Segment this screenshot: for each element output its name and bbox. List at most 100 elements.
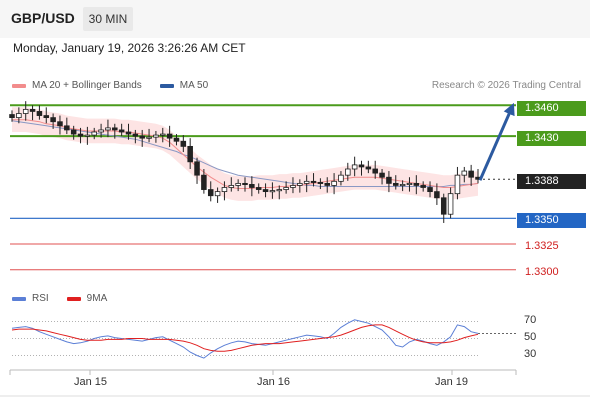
candle-body xyxy=(70,129,77,135)
forecast-arrow-layer xyxy=(478,102,515,181)
candle-body xyxy=(235,182,241,186)
candle-body xyxy=(139,135,145,139)
candle-body xyxy=(173,137,180,142)
candle-body xyxy=(351,164,358,170)
candle-body xyxy=(393,182,399,186)
x-label-jan15: Jan 15 xyxy=(74,376,108,388)
candle-body xyxy=(303,180,310,184)
timeframe-button[interactable]: 30 MIN xyxy=(83,7,133,31)
candle-body xyxy=(249,184,255,188)
candle-body xyxy=(91,131,97,136)
candle-body xyxy=(84,134,91,137)
symbol-title: GBP/USD xyxy=(11,10,75,26)
level-r1-label: 1.3430 xyxy=(517,131,586,146)
candle-body xyxy=(118,129,125,133)
ma20-legend-label: MA 20 + Bollinger Bands xyxy=(32,80,142,91)
level-s1-label: 1.3350 xyxy=(517,213,586,228)
candle-body xyxy=(166,133,173,139)
candle-body xyxy=(447,193,454,215)
time-axis-layer xyxy=(0,369,590,397)
candle-body xyxy=(36,111,43,116)
candle-body xyxy=(98,129,104,133)
candle-body xyxy=(125,131,132,135)
candle-body xyxy=(160,133,166,136)
candle-body xyxy=(132,133,139,137)
candle-body xyxy=(255,187,262,190)
candle-body xyxy=(427,187,433,193)
candle-body xyxy=(317,181,324,184)
candle-body xyxy=(112,127,118,131)
candle-body xyxy=(262,189,269,193)
candle-body xyxy=(461,170,468,176)
timestamp: Monday, January 19, 2026 3:26:26 AM CET xyxy=(13,41,246,55)
candle-body xyxy=(276,189,283,192)
candle-body xyxy=(331,180,337,186)
candle-body xyxy=(297,182,303,186)
candle-body xyxy=(242,182,248,185)
ma50-line xyxy=(11,120,479,187)
header-bar: GBP/USD 30 MIN xyxy=(0,0,590,38)
candle-body xyxy=(214,191,221,197)
candle-body xyxy=(358,164,365,168)
research-credit: Research © 2026 Trading Central xyxy=(431,80,581,91)
candle-body xyxy=(379,172,385,178)
candle-body xyxy=(386,176,392,184)
candle-body xyxy=(399,184,406,187)
forecast-arrow xyxy=(478,102,515,181)
candle-body xyxy=(77,133,84,137)
candle-body xyxy=(9,114,15,119)
candle-body xyxy=(372,168,378,174)
last-price-label: 1.3388 xyxy=(517,174,586,189)
candle-body xyxy=(454,174,461,195)
candle-body xyxy=(153,134,159,138)
rsi-ma-line xyxy=(11,324,479,352)
level-r2-label: 1.3460 xyxy=(517,101,586,116)
x-label-jan19: Jan 19 xyxy=(435,376,469,388)
candle-body xyxy=(290,185,296,188)
candle-body xyxy=(338,174,344,182)
candle-body xyxy=(221,187,228,193)
candle-body xyxy=(187,145,193,163)
candle-body xyxy=(413,182,420,186)
rsi-tick-70: 70 xyxy=(524,314,537,326)
candle-body xyxy=(345,168,351,176)
candle-body xyxy=(207,189,214,197)
candle-body xyxy=(50,117,56,123)
rsi-ma-swatch xyxy=(66,296,81,301)
rsi-legend: RSI 9MA xyxy=(12,293,107,304)
level-s2-label: 1.3325 xyxy=(525,240,559,252)
candle-body xyxy=(57,121,63,127)
rsi-swatch xyxy=(12,296,26,301)
rsi-layer xyxy=(11,319,516,359)
candle-body xyxy=(406,182,413,185)
candle-body xyxy=(201,174,207,190)
candle-body xyxy=(64,125,70,131)
candles-layer xyxy=(9,101,481,223)
rsi-tick-30: 30 xyxy=(524,348,537,360)
candle-body xyxy=(194,161,200,176)
candle-body xyxy=(310,180,317,183)
candle-body xyxy=(365,166,372,170)
candle-body xyxy=(16,113,22,119)
candle-body xyxy=(440,197,447,215)
candle-body xyxy=(29,108,36,112)
candle-body xyxy=(228,185,235,188)
ma50-swatch xyxy=(159,83,174,88)
candle-body xyxy=(468,170,474,178)
candle-body xyxy=(420,185,426,188)
candle-body xyxy=(22,108,29,114)
candle-body xyxy=(146,136,152,139)
candle-body xyxy=(434,191,440,199)
ma20-swatch xyxy=(12,83,26,88)
rsi-ma-legend-label: 9MA xyxy=(86,293,108,304)
rsi-line xyxy=(11,319,479,359)
rsi-legend-label: RSI xyxy=(32,293,49,304)
x-label-jan16: Jan 16 xyxy=(257,376,291,388)
candle-body xyxy=(269,190,276,193)
ma50-legend-label: MA 50 xyxy=(179,80,209,91)
candle-body xyxy=(105,127,111,131)
level-s3-label: 1.3300 xyxy=(525,266,559,278)
rsi-tick-50: 50 xyxy=(524,331,537,343)
candle-body xyxy=(324,182,330,186)
